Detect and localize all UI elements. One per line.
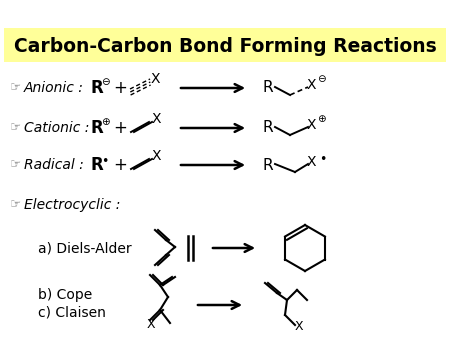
Text: X: X [151, 72, 161, 86]
Text: ☞: ☞ [10, 159, 21, 171]
FancyBboxPatch shape [4, 28, 446, 62]
Text: ⊖: ⊖ [101, 77, 110, 87]
Text: R: R [90, 79, 103, 97]
Text: ☞: ☞ [10, 198, 21, 212]
Text: X: X [147, 318, 156, 332]
Text: •: • [101, 154, 108, 168]
Text: +: + [113, 119, 127, 137]
Text: X: X [295, 320, 304, 334]
Text: ⊕: ⊕ [101, 117, 110, 127]
Text: +: + [113, 156, 127, 174]
Text: Carbon-Carbon Bond Forming Reactions: Carbon-Carbon Bond Forming Reactions [14, 37, 436, 55]
Text: ☞: ☞ [10, 81, 21, 95]
Text: X: X [152, 112, 162, 126]
Text: b) Cope: b) Cope [38, 288, 92, 302]
Text: X: X [307, 155, 316, 169]
Text: Electrocyclic :: Electrocyclic : [24, 198, 121, 212]
Text: X: X [307, 78, 316, 92]
Text: R: R [263, 158, 274, 172]
Text: Radical :: Radical : [24, 158, 84, 172]
Text: Anionic :: Anionic : [24, 81, 84, 95]
Text: •: • [319, 153, 326, 167]
Text: ⊕: ⊕ [317, 114, 326, 124]
Text: ☞: ☞ [10, 121, 21, 135]
Text: R: R [263, 80, 274, 96]
Text: R: R [90, 119, 103, 137]
Text: R: R [90, 156, 103, 174]
Text: +: + [113, 79, 127, 97]
Text: X: X [307, 118, 316, 132]
Text: c) Claisen: c) Claisen [38, 306, 106, 320]
Text: ⊖: ⊖ [317, 74, 326, 84]
Text: X: X [152, 149, 162, 163]
Text: R: R [263, 121, 274, 136]
Text: a) Diels-Alder: a) Diels-Alder [38, 241, 131, 255]
Text: Cationic :: Cationic : [24, 121, 90, 135]
